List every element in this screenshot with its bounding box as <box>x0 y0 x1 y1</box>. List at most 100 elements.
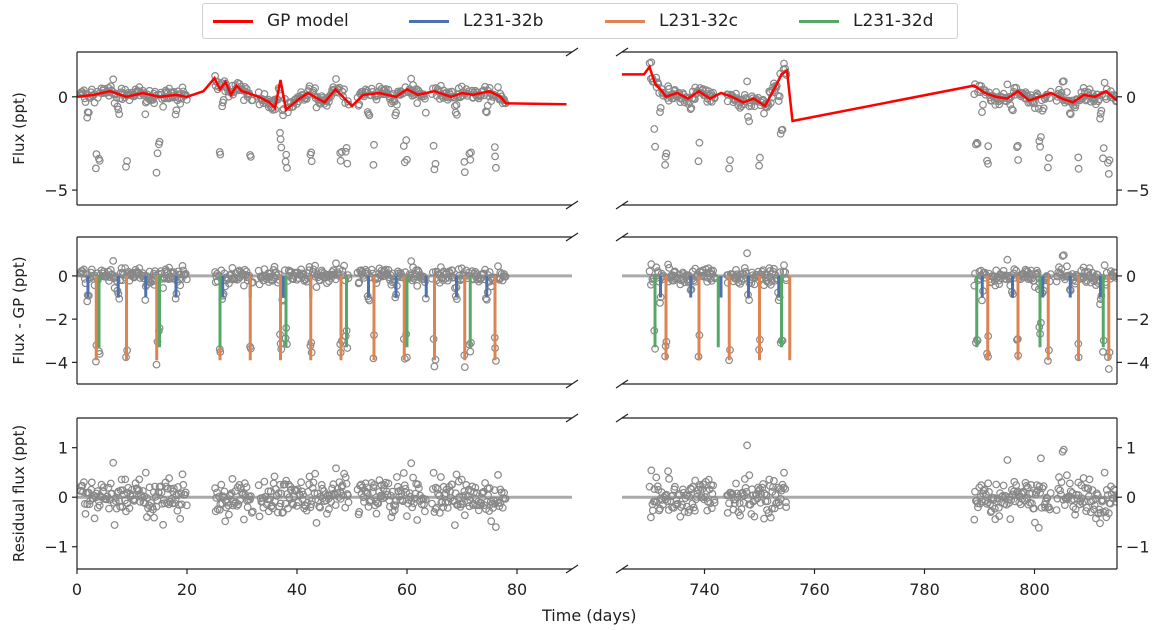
data-point <box>1003 80 1012 89</box>
data-point <box>1074 153 1083 162</box>
data-point <box>647 58 656 67</box>
data-point <box>1008 105 1016 113</box>
data-point <box>159 102 168 111</box>
data-point <box>739 498 748 507</box>
y-tick-label: 1 <box>1126 439 1136 458</box>
data-point <box>763 497 772 506</box>
data-point <box>367 479 376 487</box>
data-point <box>765 475 774 484</box>
data-point <box>780 468 788 477</box>
data-point <box>221 517 230 526</box>
data-point <box>1091 514 1100 523</box>
data-point <box>984 479 993 488</box>
data-point <box>1036 454 1045 463</box>
data-point <box>246 492 255 501</box>
data-point <box>106 479 115 488</box>
data-point <box>1105 156 1114 165</box>
data-point <box>648 506 657 515</box>
legend-label-c: L231-32c <box>659 11 739 31</box>
data-point <box>710 496 719 504</box>
data-point <box>102 495 111 504</box>
data-point <box>367 84 376 93</box>
data-point <box>344 498 353 507</box>
data-point <box>1078 499 1087 508</box>
legend-swatch-b <box>409 19 449 23</box>
data-point <box>157 488 166 497</box>
data-point <box>181 269 190 278</box>
data-point <box>1065 479 1074 488</box>
data-point <box>332 259 340 268</box>
x-tick-label: 0 <box>72 580 82 599</box>
data-point <box>1027 266 1035 275</box>
data-point <box>311 261 320 270</box>
data-point <box>1006 515 1015 523</box>
data-point <box>340 469 349 478</box>
data-point <box>1036 142 1044 151</box>
data-point <box>710 498 719 507</box>
data-point <box>1033 269 1042 277</box>
legend-item-b: L231-32b <box>409 4 543 38</box>
data-point <box>281 157 290 166</box>
data-point <box>776 495 785 503</box>
data-point <box>277 143 286 152</box>
data-point <box>340 85 349 94</box>
data-point <box>109 458 118 467</box>
data-point <box>725 499 733 508</box>
data-point <box>1096 114 1104 123</box>
data-point <box>678 500 687 509</box>
data-point <box>1013 141 1022 150</box>
data-point <box>501 494 510 503</box>
data-point <box>307 148 316 157</box>
data-point <box>687 104 696 112</box>
data-point <box>679 485 687 494</box>
data-point <box>683 491 692 500</box>
data-point <box>142 513 151 521</box>
data-point <box>1003 456 1012 464</box>
legend-swatch-d <box>799 19 839 23</box>
data-point <box>661 160 669 169</box>
data-point <box>494 471 502 479</box>
data-point <box>776 129 785 138</box>
data-point <box>309 478 318 487</box>
data-point <box>661 495 670 504</box>
data-point <box>650 125 659 133</box>
data-point <box>979 100 987 109</box>
data-point <box>665 475 673 483</box>
axis-break-mark <box>615 232 629 242</box>
data-point <box>248 96 257 105</box>
data-point <box>750 280 759 289</box>
data-point <box>81 98 90 106</box>
data-point <box>756 498 765 507</box>
data-point <box>369 160 378 169</box>
data-point <box>647 466 656 475</box>
y-tick-label: −2 <box>44 310 68 329</box>
y-tick-label: −1 <box>44 538 68 557</box>
data-point <box>110 521 119 529</box>
data-point <box>776 484 785 493</box>
data-point <box>457 264 466 273</box>
data-point <box>104 483 113 492</box>
data-point <box>1099 496 1107 505</box>
data-point <box>400 481 409 490</box>
data-point <box>421 507 429 516</box>
data-point <box>402 136 411 145</box>
data-point <box>109 498 118 507</box>
data-point <box>282 476 291 485</box>
data-point <box>276 499 285 508</box>
data-point <box>1099 144 1108 153</box>
data-point <box>1007 496 1016 504</box>
data-point <box>91 164 100 173</box>
data-point <box>676 512 685 521</box>
data-point <box>694 157 703 166</box>
data-point <box>309 265 318 274</box>
panel-2-right: 0 −2 −4 <box>615 232 1150 389</box>
data-point <box>372 509 381 518</box>
data-point <box>1090 505 1098 514</box>
data-point <box>760 514 768 523</box>
data-point <box>471 267 480 276</box>
data-point <box>165 474 174 483</box>
data-point <box>691 476 700 485</box>
data-point <box>388 508 397 517</box>
legend-item-gp: GP model <box>213 4 349 38</box>
data-point <box>99 487 107 496</box>
